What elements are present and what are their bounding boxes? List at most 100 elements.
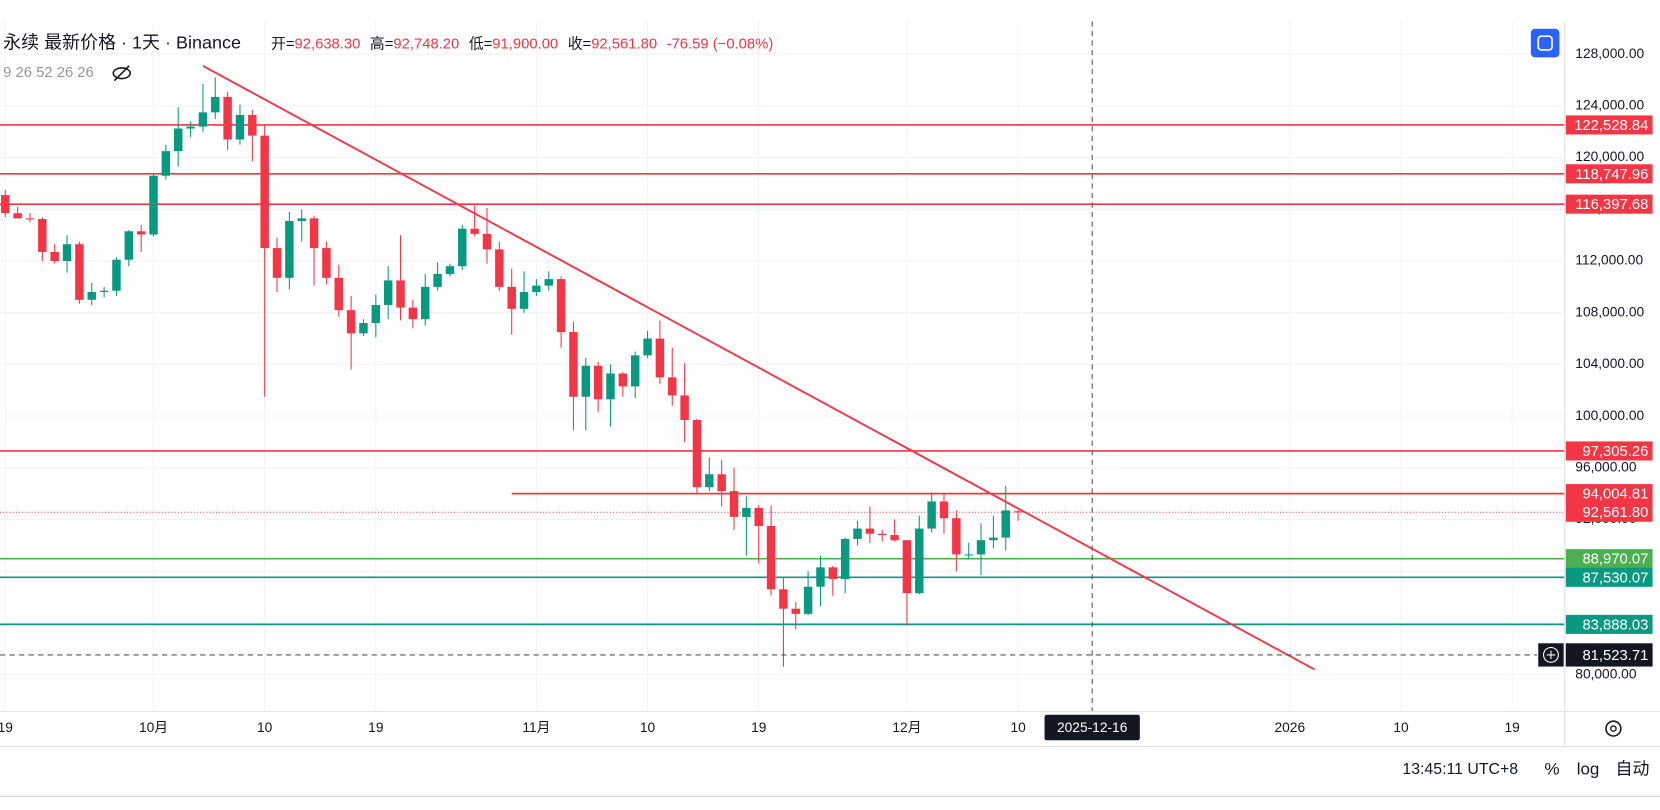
candle-body	[359, 323, 368, 334]
candle-body	[38, 219, 47, 252]
candle-body	[593, 365, 603, 400]
ohlc-label: 低=	[469, 36, 492, 53]
candle-body	[630, 355, 640, 387]
crosshair-plus	[1543, 646, 1559, 663]
candle-body	[495, 249, 504, 287]
y-tick-label: 120,000.00	[1575, 149, 1644, 164]
y-tick-label: 80,000.00	[1575, 666, 1637, 681]
x-tick-label: 19	[0, 720, 13, 735]
crosshair-y-box	[1565, 643, 1653, 667]
candle-body	[211, 96, 220, 113]
candle-body	[87, 292, 96, 300]
candle-body	[458, 228, 467, 267]
candle-body	[25, 218, 35, 220]
candle-body	[581, 365, 591, 397]
candle-body	[890, 535, 899, 541]
chart-title: 永续 最新价格 · 1天 · Binance	[3, 32, 241, 52]
candle-body	[420, 286, 430, 320]
candle-body	[766, 525, 776, 590]
candle-body	[877, 533, 887, 536]
level-label: 97,305.26	[1582, 444, 1648, 460]
candle-body	[989, 537, 998, 541]
x-tick-label: 19	[751, 720, 766, 735]
fullscreen-button[interactable]	[1530, 28, 1560, 58]
hide-icon[interactable]	[112, 65, 132, 82]
x-tick-label: 19	[1504, 720, 1519, 735]
level-label: 87,530.07	[1582, 570, 1648, 586]
y-tick-label: 104,000.00	[1575, 356, 1644, 371]
candle-body	[939, 501, 949, 519]
y-tick-label: 124,000.00	[1575, 98, 1644, 113]
candle-body	[519, 292, 529, 309]
last-price-label: 92,561.80	[1582, 505, 1648, 521]
candle-body	[297, 218, 306, 221]
x-tick-label: 2026	[1275, 720, 1306, 735]
x-tick-label: 10	[1393, 720, 1409, 735]
candle-body	[853, 528, 862, 539]
candle-body	[371, 304, 381, 324]
ohlc-value: 92,638.30	[294, 37, 360, 53]
candle-body	[668, 377, 677, 396]
level-label: 118,747.96	[1575, 167, 1648, 183]
level-label-box	[1565, 194, 1653, 214]
candle-body	[915, 528, 924, 594]
level-label-box	[1565, 484, 1653, 504]
candle-body	[161, 151, 171, 176]
x-tick-label: 19	[368, 720, 383, 735]
x-tick-label: 12月	[892, 720, 921, 735]
candle-body	[272, 248, 282, 278]
y-tick-label: 96,000.00	[1575, 459, 1637, 474]
ohlc-legend: 开=92,638.30 高=92,748.20 低=91,900.00 收=92,56…	[271, 36, 773, 53]
candle-body	[964, 554, 973, 556]
level-label-box	[1565, 164, 1653, 184]
candle-body	[248, 114, 257, 136]
level-label-box	[1565, 441, 1653, 461]
candle-body	[976, 540, 986, 555]
x-tick-label: 10	[257, 720, 273, 735]
candle-body	[75, 244, 84, 300]
level-label-box	[1565, 549, 1653, 569]
x-tick-label: 10	[640, 720, 656, 735]
candle-body	[482, 233, 492, 250]
candle-body	[334, 277, 344, 311]
candle-body	[902, 540, 912, 594]
candle-body	[383, 280, 393, 305]
candle-body	[223, 96, 232, 140]
y-tick-label: 100,000.00	[1575, 408, 1644, 423]
settings-icon[interactable]	[1605, 720, 1622, 737]
last-price-label-box	[1565, 502, 1653, 522]
x-tick-label: 10	[1010, 720, 1026, 735]
percent-toggle[interactable]: %	[1544, 759, 1559, 778]
auto-toggle[interactable]: 自动	[1616, 759, 1650, 778]
trendline	[202, 65, 1315, 671]
crosshair-y-label: 81,523.71	[1582, 648, 1648, 664]
candle-body	[309, 218, 319, 249]
candle-body	[408, 307, 418, 320]
level-label-box	[1565, 115, 1653, 135]
candle-body	[1, 195, 10, 214]
candle-body	[235, 114, 245, 140]
candle-body	[803, 586, 813, 614]
candle-body	[198, 112, 208, 127]
candle-body	[13, 213, 22, 219]
ohlc-value: 91,900.00	[492, 37, 558, 53]
candle-body	[445, 266, 455, 274]
candle-body	[556, 279, 566, 333]
candle-body	[692, 419, 702, 488]
candle-body	[791, 608, 801, 614]
candle-body	[1001, 510, 1010, 538]
ohlc-label: 高=	[370, 36, 393, 53]
candle-body	[396, 280, 405, 308]
candle-body	[643, 338, 652, 356]
candle-body	[322, 248, 331, 278]
candle-body	[149, 175, 158, 235]
level-label: 116,397.68	[1575, 197, 1648, 213]
log-toggle[interactable]: log	[1577, 759, 1600, 778]
candle-body	[618, 373, 628, 387]
candle-body	[50, 251, 59, 262]
level-label: 88,970.07	[1582, 552, 1648, 568]
candle-body	[680, 395, 689, 420]
level-label-box	[1565, 614, 1653, 634]
